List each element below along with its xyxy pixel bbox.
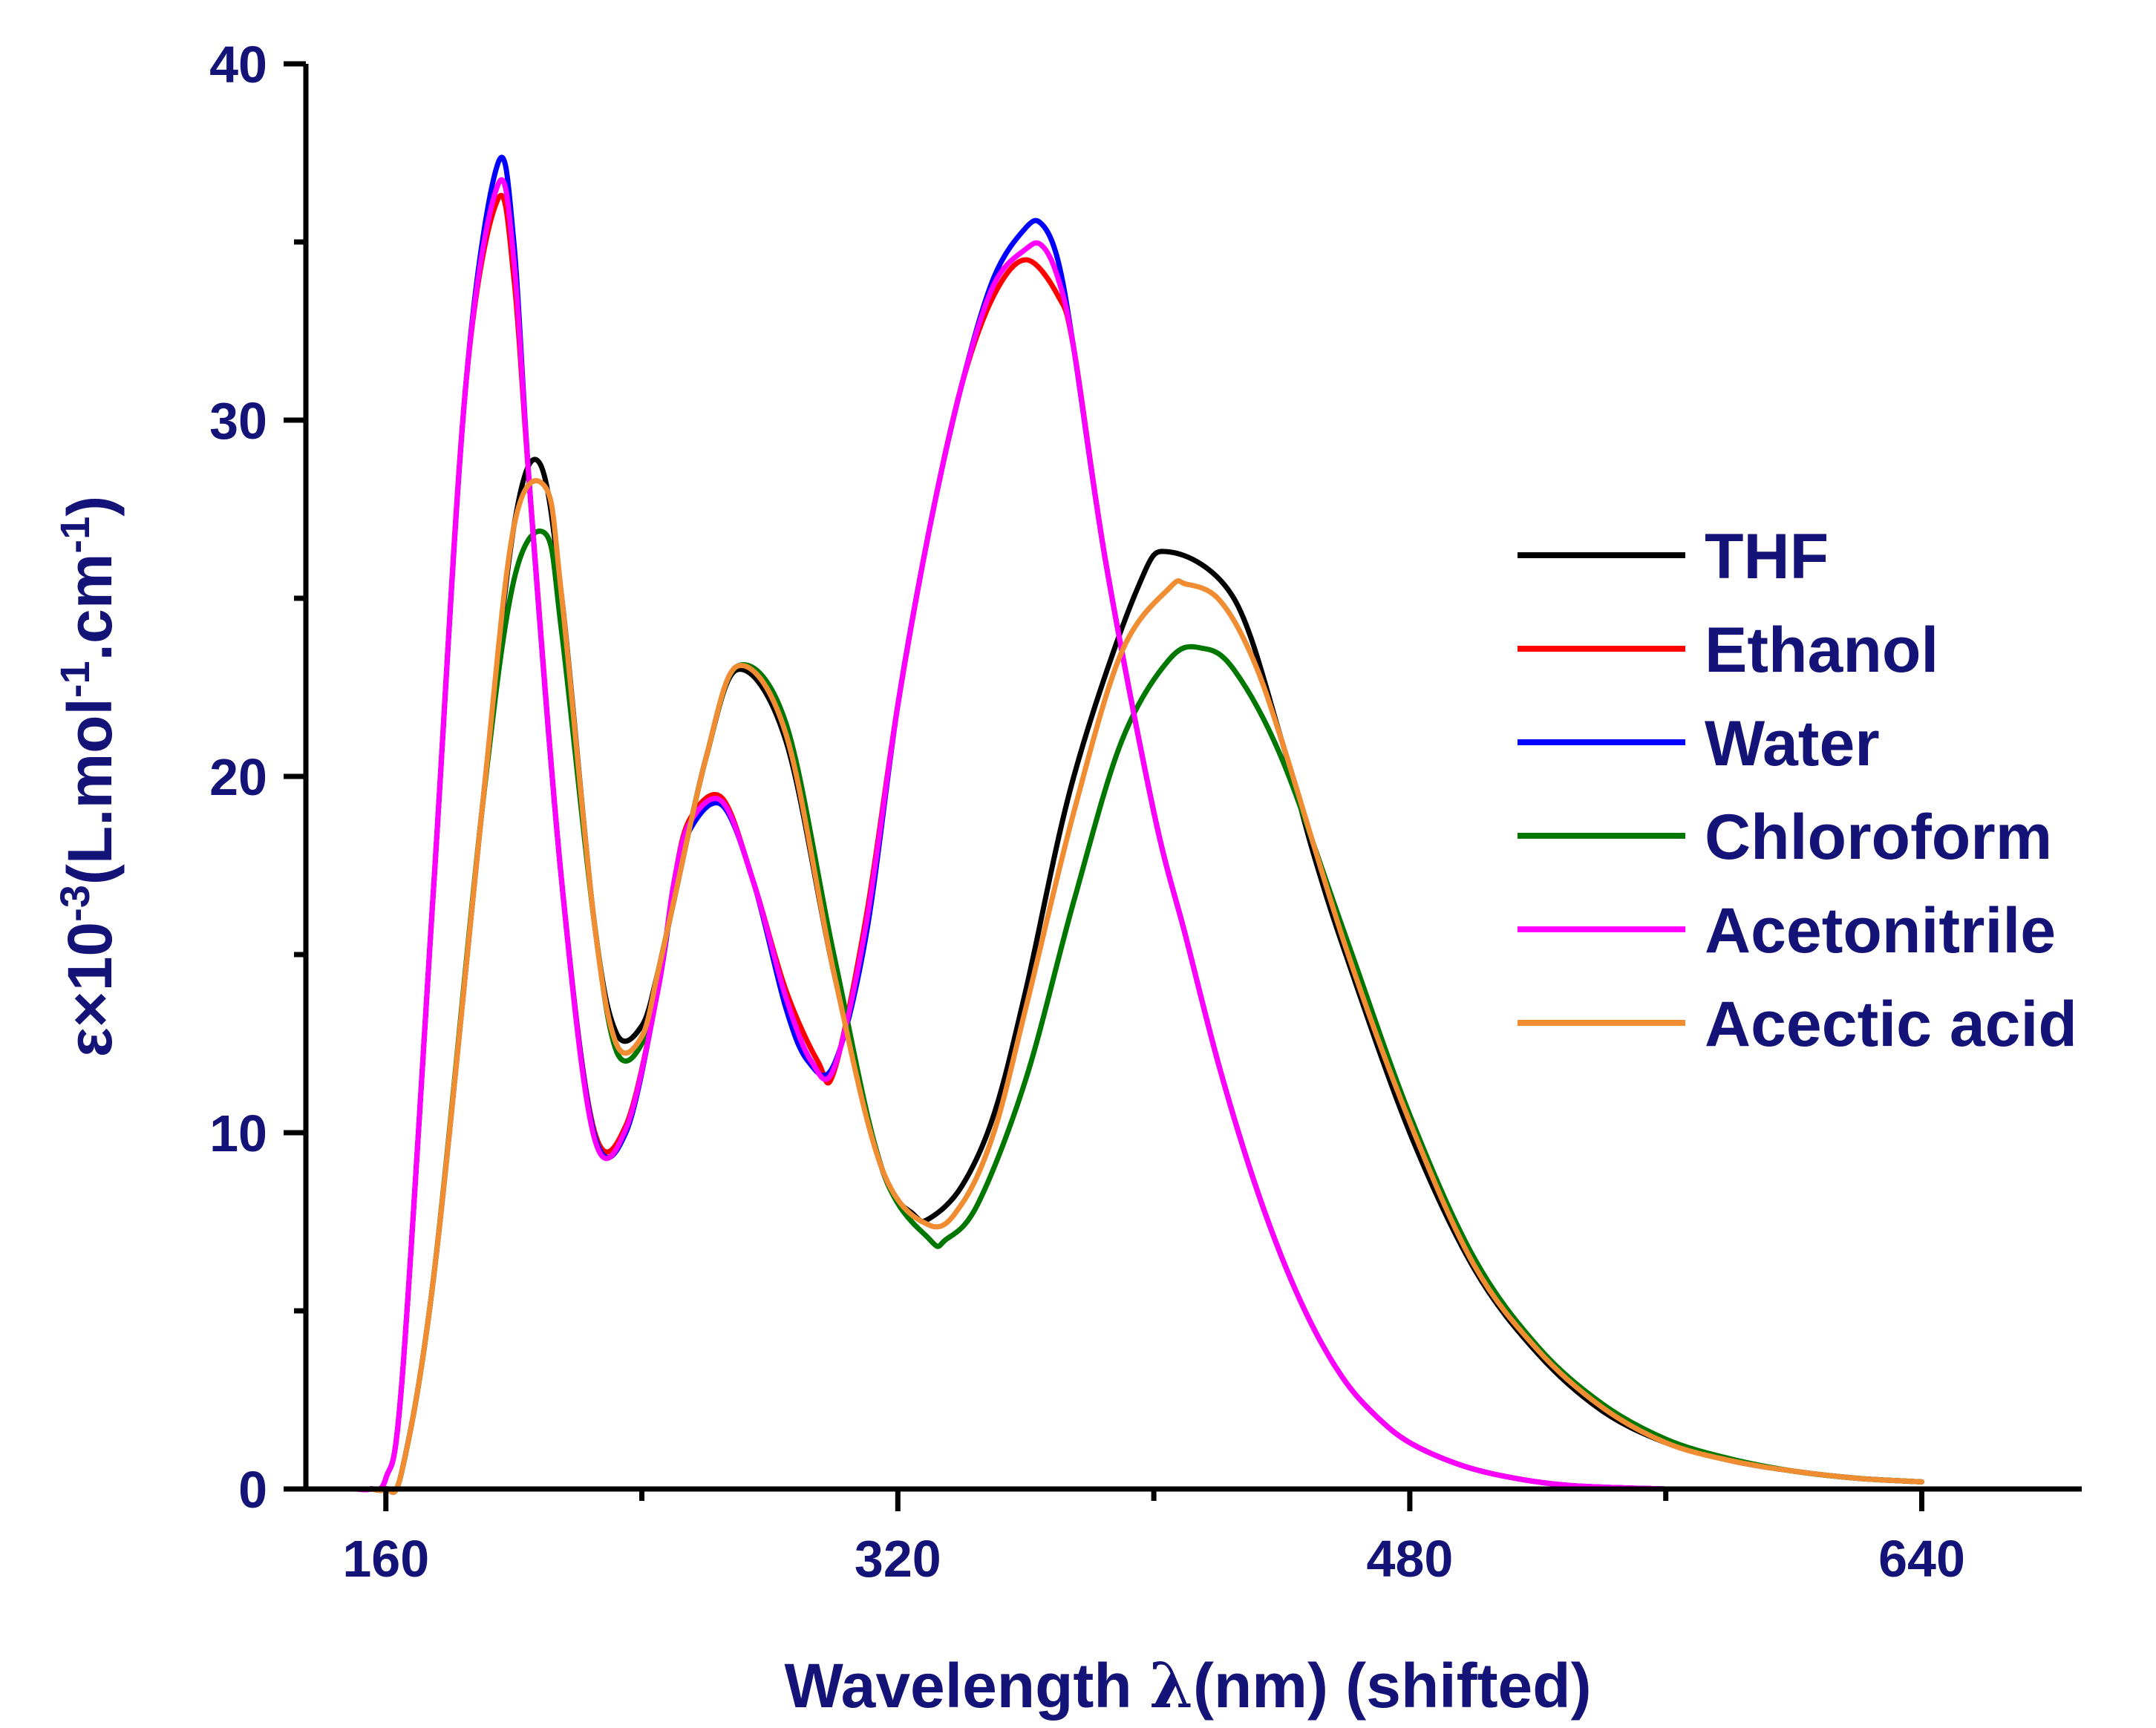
y-tick-label: 0 [238,1461,267,1519]
y-tick-label: 40 [209,36,267,94]
y-tick-label: 10 [209,1104,267,1162]
legend-label: Acectic acid [1705,989,2077,1060]
y-tick-label: 30 [209,392,267,450]
x-tick-label: 320 [855,1530,941,1588]
x-tick-label: 640 [1878,1530,1965,1588]
legend-label: Water [1705,708,1880,779]
y-axis-title-mid: (L.mol [55,698,125,885]
series-line-acectic-acid [303,478,1924,1495]
x-axis-title: Wavelength λ(nm) (shifted) [784,1649,1591,1722]
labels-layer: 160 320 480 640 0 10 20 30 40 [209,36,1965,1588]
ticks-layer [284,61,1925,1511]
series-line-water [303,154,1669,1493]
legend-label: Acetonitrile [1705,895,2056,966]
y-axis-title-end: ) [55,496,125,517]
legend-label: Chloroform [1705,802,2052,873]
legend-label: Ethanol [1705,615,1938,686]
x-tick-label: 480 [1367,1530,1454,1588]
y-axis-title: ε×10-3(L.mol-1.cm-1) [51,496,125,1057]
x-axis-title-lambda: λ [1149,1649,1193,1722]
y-axis-title-base: ε×10 [55,922,125,1057]
y-tick-label: 20 [209,748,267,806]
legend-label: THF [1705,521,1829,592]
series-layer [303,154,1924,1495]
series-line-acetonitrile [303,177,1669,1493]
x-tick-label: 160 [342,1530,429,1588]
x-axis-title-tail: (nm) (shifted) [1193,1651,1592,1721]
legend: THF Ethanol Water Chloroform Acetonitrile Ace… [1518,521,2077,1060]
x-axis-title-main: Wavelength [784,1651,1149,1721]
series-line-ethanol [303,192,1669,1493]
y-axis-title-exp3: -1 [51,517,98,554]
y-axis-title-exp2: -1 [51,661,98,698]
y-axis-title-mid2: .cm [55,554,125,661]
y-axis-title-exp1: -3 [51,885,98,922]
